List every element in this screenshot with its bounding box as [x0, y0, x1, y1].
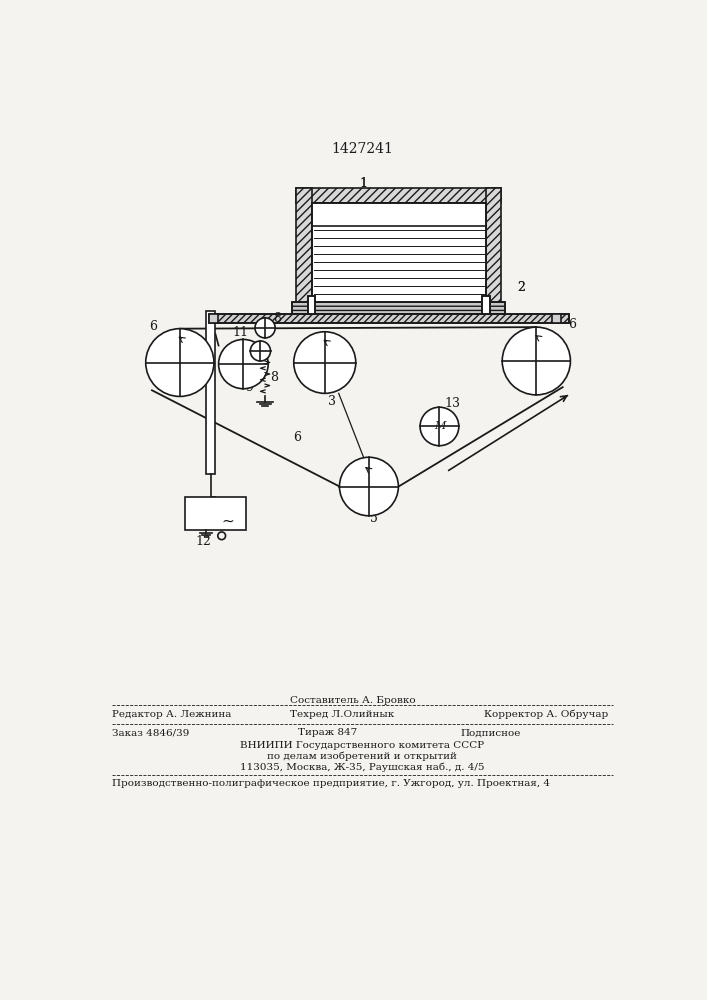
Text: 2: 2: [517, 281, 525, 294]
Bar: [312, 226, 486, 302]
Circle shape: [255, 318, 275, 338]
Text: 5: 5: [370, 512, 378, 525]
Circle shape: [218, 339, 268, 389]
Text: 10: 10: [238, 371, 254, 384]
Circle shape: [250, 341, 271, 361]
Bar: [209, 314, 569, 323]
Bar: [296, 188, 312, 317]
Bar: [296, 188, 501, 203]
Bar: [486, 188, 501, 317]
Text: Подписное: Подписное: [460, 728, 521, 737]
Text: 4: 4: [410, 227, 418, 240]
Text: 113035, Москва, Ж-35, Раушская наб., д. 4/5: 113035, Москва, Ж-35, Раушская наб., д. …: [240, 762, 484, 772]
Text: Составитель А. Бровко: Составитель А. Бровко: [290, 696, 416, 705]
Text: 6: 6: [293, 431, 302, 444]
Text: 12: 12: [195, 535, 211, 548]
Bar: [482, 296, 490, 314]
Bar: [308, 296, 315, 314]
Bar: [292, 302, 506, 314]
Text: ~: ~: [221, 514, 234, 529]
Text: Техред Л.Олийнык: Техред Л.Олийнык: [290, 710, 394, 719]
Text: 6: 6: [148, 320, 157, 333]
Bar: [312, 203, 486, 302]
Bar: [482, 296, 490, 314]
Text: М: М: [434, 421, 445, 431]
Circle shape: [339, 457, 398, 516]
Bar: [312, 203, 486, 302]
Bar: [292, 302, 506, 314]
Text: Производственно-полиграфическое предприятие, г. Ужгород, ул. Проектная, 4: Производственно-полиграфическое предприя…: [112, 779, 549, 788]
Text: 2: 2: [517, 281, 525, 294]
Text: Тираж 847: Тираж 847: [298, 728, 357, 737]
Text: по делам изобретений и открытий: по делам изобретений и открытий: [267, 751, 457, 761]
Bar: [552, 314, 561, 323]
Bar: [308, 296, 315, 314]
Text: Заказ 4846/39: Заказ 4846/39: [112, 728, 189, 737]
Text: Редактор А. Лежнина: Редактор А. Лежнина: [112, 710, 231, 719]
Text: 8: 8: [273, 312, 281, 325]
Text: 11: 11: [233, 326, 248, 339]
Bar: [206, 311, 216, 474]
Text: Корректор А. Обручар: Корректор А. Обручар: [484, 710, 608, 719]
Circle shape: [146, 329, 214, 396]
Text: 3: 3: [328, 395, 336, 408]
Text: 4: 4: [410, 229, 418, 242]
Text: 7: 7: [524, 379, 532, 392]
Text: 1: 1: [359, 177, 368, 190]
Text: ВНИИПИ Государственного комитета СССР: ВНИИПИ Государственного комитета СССР: [240, 741, 484, 750]
Text: 9: 9: [245, 381, 252, 394]
Text: 1427241: 1427241: [331, 142, 393, 156]
Bar: [209, 314, 218, 323]
Circle shape: [293, 332, 356, 393]
Text: 6: 6: [568, 318, 576, 331]
Circle shape: [502, 327, 571, 395]
Text: 8: 8: [270, 371, 279, 384]
Circle shape: [420, 407, 459, 446]
Text: 13: 13: [445, 397, 461, 410]
Bar: [209, 314, 569, 323]
Text: 1: 1: [359, 177, 368, 190]
Bar: [185, 497, 246, 530]
